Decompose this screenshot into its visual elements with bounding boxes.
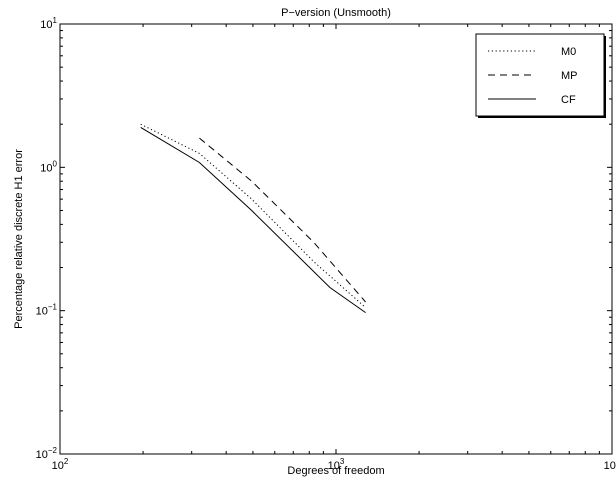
x-tick-label: 104: [604, 457, 616, 472]
chart-title: P−version (Unsmooth): [281, 7, 391, 19]
y-tick-label: 10−1: [36, 303, 58, 318]
series-layer: [140, 123, 366, 314]
legend-box: [475, 33, 605, 117]
x-tick-label: 102: [52, 457, 69, 472]
y-tick-label: 101: [40, 16, 57, 31]
series-line-cf: [140, 126, 366, 314]
y-axis-label: Percentage relative discrete H1 error: [13, 149, 25, 329]
series-line-mp: [199, 137, 366, 303]
x-tick-label: 103: [328, 457, 345, 472]
legend-label-mp: MP: [561, 70, 578, 82]
y-tick-label: 10−2: [36, 446, 58, 461]
legend: M0 MP CF: [475, 33, 606, 118]
x-axis-label: Degrees of freedom: [287, 465, 384, 477]
y-tick-label: 100: [40, 159, 57, 174]
legend-label-cf: CF: [561, 94, 576, 106]
legend-label-m0: M0: [561, 46, 576, 58]
axis-ticks: 102 103 104 10−2 10−1 100 101: [36, 16, 616, 472]
